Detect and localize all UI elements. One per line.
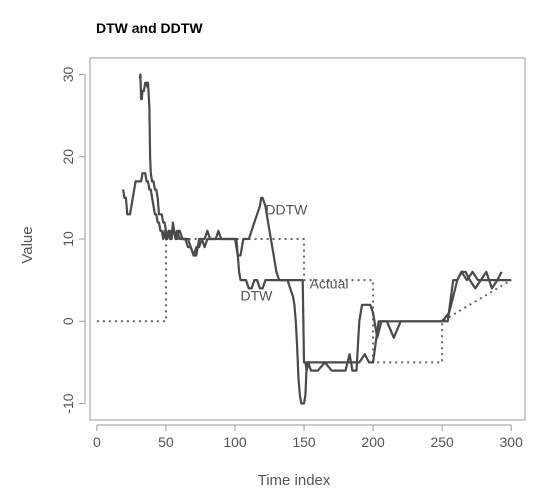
series-layer xyxy=(96,73,512,405)
x-tick-label: 100 xyxy=(223,434,247,450)
y-axis-label: Value xyxy=(19,226,36,263)
y-tick-label: 0 xyxy=(60,317,76,325)
x-tick-label: 0 xyxy=(93,434,101,450)
y-tick-label: 20 xyxy=(60,149,76,165)
series-line-2 xyxy=(138,73,512,372)
annotations: DDTW DTW Actual xyxy=(241,201,349,303)
series-line-3 xyxy=(122,172,503,405)
annotation-1: DDTW xyxy=(265,201,308,217)
y-tick-label: -10 xyxy=(60,393,76,413)
axes: 0 50 100 150 200 250 300 -10 0 10 20 30 xyxy=(60,57,526,450)
y-tick-label: 30 xyxy=(60,66,76,82)
x-axis-label: Time index xyxy=(258,472,331,489)
x-tick-label: 300 xyxy=(500,434,524,450)
plot-frame xyxy=(89,57,526,421)
series-line-1 xyxy=(96,238,512,364)
annotation-2: DTW xyxy=(241,288,274,304)
x-tick-label: 250 xyxy=(430,434,454,450)
x-tick-label: 150 xyxy=(292,434,316,450)
annotation-3: Actual xyxy=(310,275,349,291)
y-tick-label: 10 xyxy=(60,231,76,247)
x-tick-label: 50 xyxy=(158,434,174,450)
chart-title: DTW and DDTW xyxy=(96,20,203,36)
x-tick-label: 200 xyxy=(361,434,385,450)
